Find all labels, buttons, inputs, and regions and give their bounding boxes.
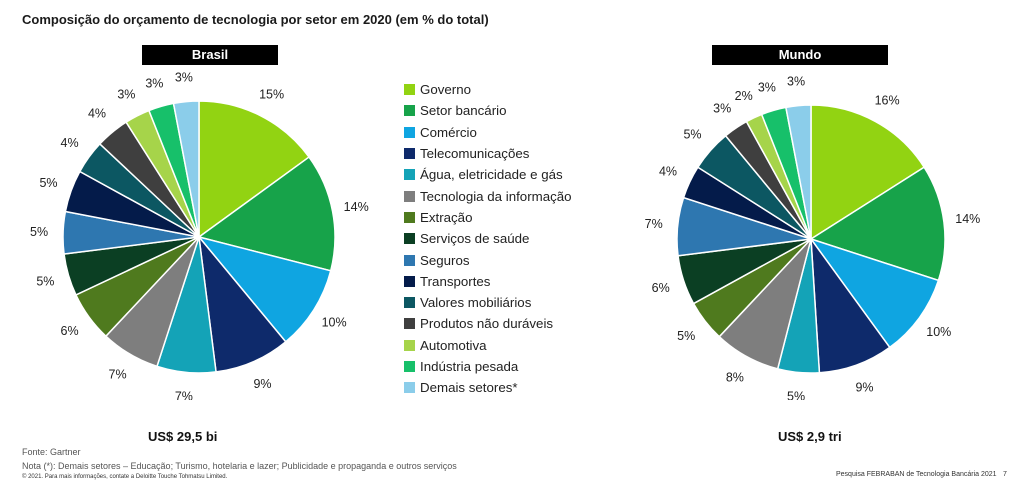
legend-item: Comércio: [404, 122, 572, 143]
legend-item: Serviços de saúde: [404, 228, 572, 249]
slice-label: 7%: [175, 389, 193, 400]
slice-label: 14%: [344, 200, 369, 214]
slice-label: 9%: [253, 377, 271, 391]
pie-chart-brasil: 15% 14% 10% 9% 7% 7% 6% 5% 5% 5% 4% 4% 3% 3% 3%: [30, 71, 369, 400]
legend-label: Água, eletricidade e gás: [420, 167, 563, 183]
slice-label: 5%: [787, 389, 805, 400]
legend-label: Serviços de saúde: [420, 231, 530, 247]
legend-swatch: [404, 126, 415, 138]
slice-label: 4%: [61, 136, 79, 150]
legend-label: Indústria pesada: [420, 359, 519, 374]
slice-label: 9%: [855, 381, 873, 395]
legend-swatch: [404, 297, 415, 309]
legend-item: Seguros: [404, 249, 572, 270]
chart-title-brasil: Brasil: [142, 45, 278, 65]
legend-swatch: [404, 339, 415, 351]
legend: Governo Setor bancário Comércio Telecomunic…: [404, 79, 572, 398]
legend-swatch: [404, 105, 415, 117]
legend-item: Extração: [404, 207, 572, 228]
legend-item: Valores mobiliários: [404, 292, 572, 313]
slice-label: 3%: [145, 76, 163, 90]
legend-swatch: [404, 233, 415, 245]
source-note: Fonte: Gartner: [22, 447, 81, 457]
slice-label: 10%: [322, 316, 347, 330]
legend-label: Seguros: [420, 252, 470, 268]
copyright: © 2021. Para mais informações, contate a…: [22, 474, 228, 480]
footnote: Nota (*): Demais setores – Educação; Tur…: [22, 461, 457, 471]
slice-label: 16%: [875, 94, 900, 108]
total-brasil: US$ 29,5 bi: [148, 429, 218, 444]
legend-item: Água, eletricidade e gás: [404, 164, 572, 185]
slice-label: 5%: [36, 275, 54, 289]
slice-label: 2%: [735, 89, 753, 103]
legend-label: Comércio: [420, 124, 477, 140]
slice-label: 3%: [787, 75, 805, 89]
legend-swatch: [404, 84, 415, 96]
legend-label: Demais setores*: [420, 380, 518, 396]
legend-label: Transportes: [420, 273, 491, 289]
slice-label: 7%: [645, 217, 663, 231]
legend-item: Produtos não duráveis: [404, 313, 572, 334]
pie-chart-mundo: 16% 14% 10% 9% 5% 8% 5% 6% 7% 4% 5% 3% 2% 3% 3%: [645, 75, 981, 400]
slice-label: 3%: [175, 71, 193, 85]
legend-swatch: [404, 275, 415, 287]
page-number: 7: [1003, 471, 1007, 478]
slice-label: 5%: [677, 329, 695, 343]
legend-item: Setor bancário: [404, 100, 572, 121]
survey-name: Pesquisa FEBRABAN de Tecnologia Bancária…: [836, 471, 997, 478]
legend-swatch: [404, 318, 415, 330]
slice-label: 6%: [652, 281, 670, 295]
slice-label: 14%: [955, 212, 980, 226]
legend-swatch: [404, 382, 415, 394]
legend-item: Transportes: [404, 271, 572, 292]
slice-label: 3%: [713, 101, 731, 115]
legend-label: Automotiva: [420, 337, 487, 353]
slice-label: 4%: [659, 165, 677, 179]
pie-slice: [197, 156, 336, 272]
page-title: Composição do orçamento de tecnologia po…: [22, 12, 489, 27]
slice-label: 10%: [926, 325, 951, 339]
legend-label: Telecomunicações: [420, 146, 530, 162]
legend-swatch: [404, 148, 415, 160]
slice-label: 3%: [758, 80, 776, 94]
legend-item: Tecnologia da informação: [404, 185, 572, 206]
legend-swatch: [404, 254, 415, 266]
legend-swatch: [404, 361, 415, 372]
legend-label: Produtos não duráveis: [420, 316, 554, 332]
pie-slice: [810, 104, 926, 241]
pie-slice: [809, 237, 940, 349]
legend-label: Extração: [420, 209, 473, 225]
slice-label: 15%: [259, 87, 284, 101]
slice-label: 5%: [39, 176, 57, 190]
total-mundo: US$ 2,9 tri: [778, 429, 842, 444]
pie-slice: [785, 104, 812, 240]
legend-swatch: [404, 211, 415, 223]
legend-swatch: [404, 169, 415, 181]
legend-label: Valores mobiliários: [420, 295, 532, 311]
legend-label: Tecnologia da informação: [420, 188, 572, 204]
pie-slice: [196, 235, 332, 343]
legend-item: Demais setores*: [404, 377, 572, 398]
legend-item: Governo: [404, 79, 572, 100]
slice-label: 4%: [88, 107, 106, 121]
slice-label: 5%: [30, 225, 48, 239]
legend-item: Telecomunicações: [404, 143, 572, 164]
legend-label: Governo: [420, 82, 471, 98]
slice-label: 6%: [61, 324, 79, 338]
legend-item: Automotiva: [404, 335, 572, 356]
legend-label: Setor bancário: [420, 103, 507, 119]
legend-swatch: [404, 190, 415, 202]
slice-label: 3%: [117, 87, 135, 101]
slice-label: 8%: [726, 371, 744, 385]
legend-item: Indústria pesada: [404, 356, 572, 377]
chart-title-mundo: Mundo: [712, 45, 888, 65]
pie-slice: [198, 100, 311, 239]
slice-label: 5%: [683, 128, 701, 142]
pie-slice: [172, 100, 200, 238]
slice-label: 7%: [109, 368, 127, 382]
pie-slice: [809, 166, 946, 282]
